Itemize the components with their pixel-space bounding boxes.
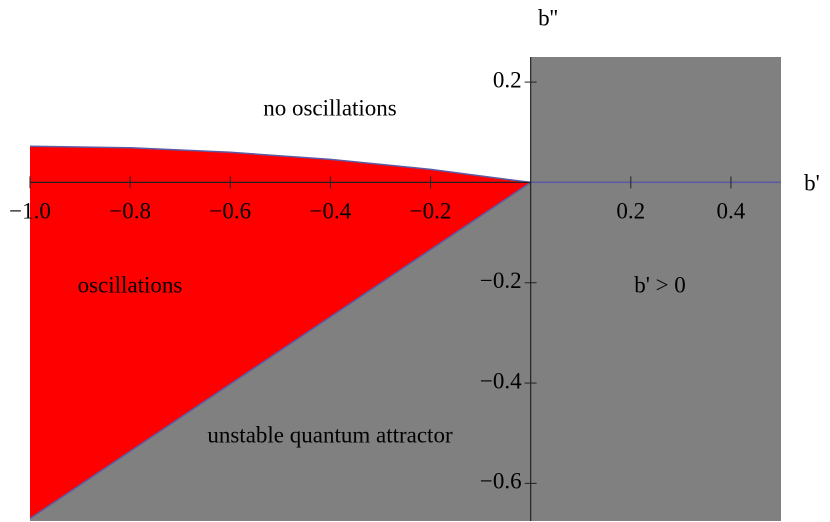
annotation: unstable quantum attractor bbox=[207, 422, 453, 447]
y-tick-label: −0.6 bbox=[480, 469, 522, 494]
x-tick-label: −0.4 bbox=[310, 199, 352, 224]
lower-boundary bbox=[29, 181, 532, 520]
x-tick-label: 0.4 bbox=[717, 199, 746, 224]
y-tick-label: 0.2 bbox=[493, 67, 522, 92]
x-tick-label: 0.2 bbox=[616, 199, 645, 224]
upper-boundary bbox=[29, 145, 531, 184]
annotation: no oscillations bbox=[263, 95, 397, 120]
annotation: b' > 0 bbox=[634, 272, 686, 297]
y-tick-label: −0.2 bbox=[480, 268, 522, 293]
x-axis-label: b' bbox=[804, 170, 820, 195]
positive-region bbox=[530, 57, 781, 521]
x-tick-label: −0.2 bbox=[410, 199, 452, 224]
plot-area bbox=[29, 57, 781, 522]
y-axis-label: b'' bbox=[538, 5, 558, 30]
x-tick-label: −0.6 bbox=[209, 199, 251, 224]
y-tick-label: −0.4 bbox=[480, 368, 522, 393]
x-tick-label: −0.8 bbox=[109, 199, 151, 224]
annotation: oscillations bbox=[78, 272, 183, 297]
x-tick-label: −1.0 bbox=[9, 199, 51, 224]
oscillation-region bbox=[30, 146, 531, 519]
